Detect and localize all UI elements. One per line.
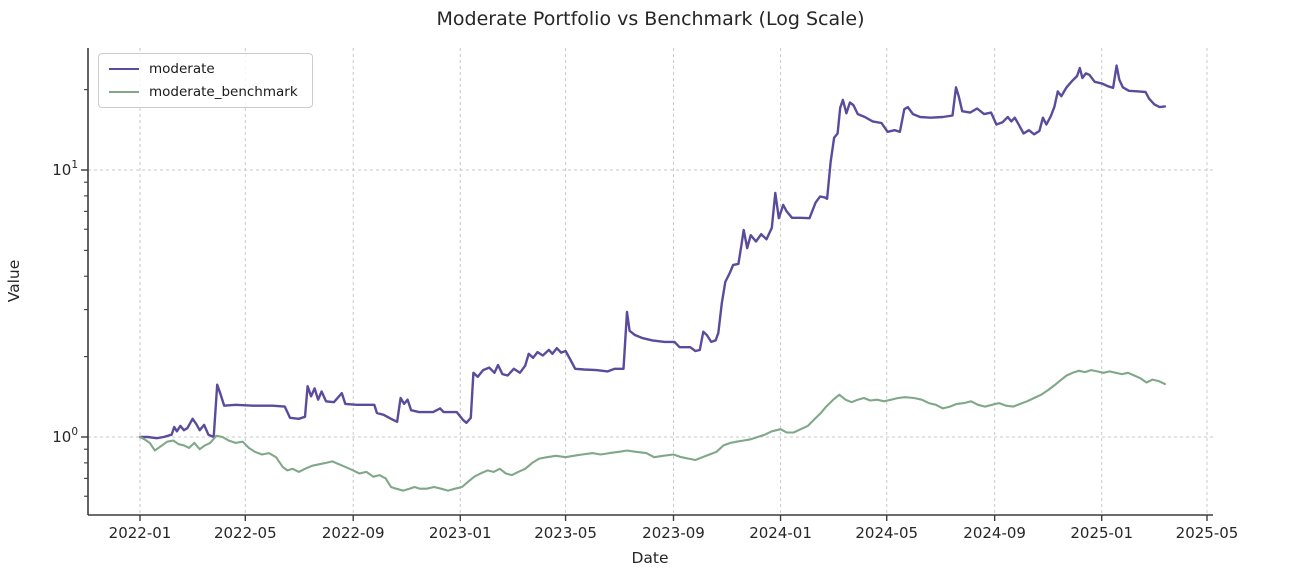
x-tick-label: 2023-09: [642, 524, 705, 542]
legend-label-moderate-benchmark: moderate_benchmark: [149, 84, 298, 100]
moderate-line-swatch: [109, 68, 139, 70]
series-line-moderate_benchmark: [138, 369, 1166, 492]
y-axis-label: Value: [5, 259, 23, 303]
series-line-moderate: [138, 64, 1167, 440]
legend-label-moderate: moderate: [149, 61, 215, 77]
x-tick-label: 2022-05: [214, 524, 277, 542]
legend: moderate moderate_benchmark: [98, 53, 313, 108]
tick-label-layer: 2022-01 2022-05 2022-09 2023-01 2023-05 2023-…: [52, 159, 1238, 542]
chart-title: Moderate Portfolio vs Benchmark (Log Sca…: [436, 8, 865, 30]
grid-layer: [88, 48, 1213, 515]
x-axis-label: Date: [631, 549, 668, 567]
axis-layer: [81, 48, 1213, 521]
y-tick-label: 101: [52, 159, 78, 179]
legend-item-moderate: moderate: [109, 61, 298, 77]
moderate-benchmark-line-swatch: [109, 91, 139, 93]
x-tick-label: 2023-05: [534, 524, 597, 542]
x-tick-label: 2022-09: [322, 524, 385, 542]
x-tick-label: 2023-01: [429, 524, 492, 542]
series-layer: [138, 64, 1167, 492]
x-tick-label: 2025-01: [1070, 524, 1133, 542]
y-tick-label: 100: [52, 426, 78, 446]
x-tick-label: 2025-05: [1176, 524, 1239, 542]
x-tick-label: 2024-01: [749, 524, 812, 542]
x-tick-label: 2022-01: [109, 524, 172, 542]
x-tick-label: 2024-05: [855, 524, 918, 542]
legend-item-moderate-benchmark: moderate_benchmark: [109, 84, 298, 100]
x-tick-label: 2024-09: [963, 524, 1026, 542]
